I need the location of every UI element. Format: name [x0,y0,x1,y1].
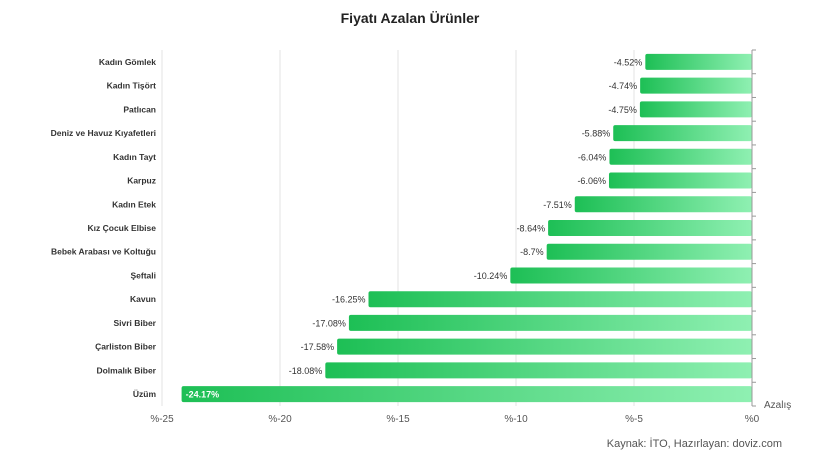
bar [609,148,752,165]
bar [639,101,752,118]
category-label: Karpuz [127,176,156,186]
category-label: Deniz ve Havuz Kıyafetleri [51,128,156,138]
bar [574,196,752,213]
labels: Kadın Gömlek -4.52% Kadın Tişört -4.74% Patl… [51,57,643,400]
category-label: Bebek Arabası ve Koltuğu [51,247,156,257]
value-label: -4.52% [614,57,643,67]
value-label: -4.74% [609,81,638,91]
bar [640,77,752,94]
bar [181,386,752,403]
value-label: -24.17% [186,390,220,400]
value-label: -6.04% [578,152,607,162]
value-label: -17.58% [301,342,335,352]
bar [510,267,752,284]
source-note: Kaynak: İTO, Hazırlayan: doviz.com [606,438,782,450]
x-tick-label: %-25 [150,414,174,425]
category-label: Kız Çocuk Elbise [88,223,157,233]
category-label: Üzüm [133,389,157,399]
bar [546,243,752,260]
bar [348,314,752,331]
category-label: Sivri Biber [113,318,156,328]
bars [181,53,752,403]
bar [325,362,752,379]
bar [645,53,752,70]
value-label: -8.64% [517,224,546,234]
value-label: -8.7% [520,247,544,257]
bar [337,338,752,355]
value-label: -7.51% [543,200,572,210]
x-tick-label: %-20 [268,414,292,425]
category-label: Patlıcan [123,104,156,114]
bar [548,220,752,236]
category-label: Dolmalık Biber [96,365,156,375]
category-label: Şeftali [130,270,156,280]
axes: %-25 %-20 %-15 %-10 %-5 %0 Azalış [150,49,791,425]
x-tick-label: %0 [745,414,760,425]
x-tick-label: %-10 [504,414,528,425]
category-label: Kadın Gömlek [99,57,156,67]
category-label: Kadın Tayt [113,152,156,162]
value-label: -17.08% [312,318,346,328]
x-tick-label: %-5 [625,414,643,425]
bar [608,172,752,189]
chart-title: Fiyatı Azalan Ürünler [340,10,480,26]
category-label: Çarliston Biber [95,342,157,352]
x-tick-label: %-15 [386,414,410,425]
value-label: -5.88% [582,129,611,139]
bar [368,291,752,308]
value-label: -16.25% [332,295,366,305]
bar [613,125,752,142]
value-label: -18.08% [289,366,323,376]
category-label: Kavun [130,294,156,304]
value-label: -6.06% [577,176,606,186]
category-label: Kadın Tişört [107,81,157,91]
value-label: -10.24% [474,271,508,281]
axis-label: Azalış [764,400,791,411]
category-label: Kadın Etek [112,199,156,209]
value-label: -4.75% [608,105,637,115]
